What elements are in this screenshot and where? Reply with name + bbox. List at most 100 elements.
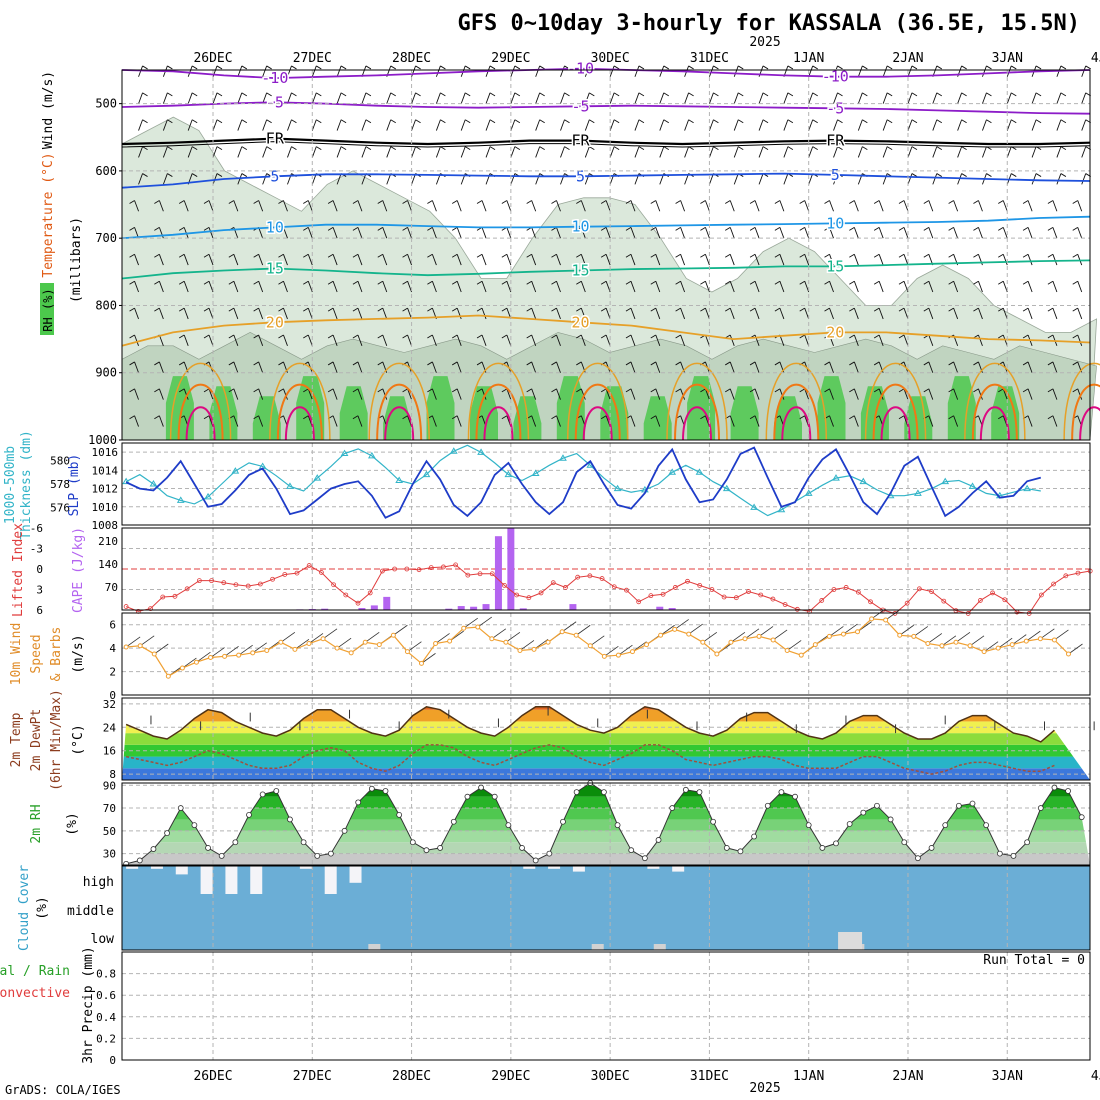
pressure-tick: 800 (95, 298, 117, 312)
wind-barb-flag (476, 253, 483, 258)
wind-barb-flag (464, 146, 471, 151)
wind-barb (634, 146, 640, 158)
wind-barb (386, 119, 392, 131)
rh2m-axis-label: 2m RH (29, 804, 44, 843)
wind10-barb (575, 624, 591, 636)
wind10-marker (193, 659, 199, 665)
wind-barb (1027, 227, 1033, 239)
wind-barb-flag (1011, 92, 1017, 97)
wind-barb (332, 200, 338, 212)
panel-frame (121, 69, 1091, 441)
wind-barb-flag (291, 65, 297, 70)
wind-barb (510, 146, 516, 158)
wind-barb-flag (352, 361, 359, 366)
wind-barb-flag (526, 200, 532, 204)
rh-band (122, 842, 1090, 854)
wind-barb-flag (576, 361, 582, 366)
wind-barb (332, 388, 338, 400)
slp-axis-label: SLP (mb) (67, 454, 82, 517)
wind10-marker (770, 637, 776, 643)
wind-barb (481, 200, 487, 212)
wind-barb (283, 388, 288, 400)
wind-barb-flag (862, 119, 868, 124)
wind-barb-flag (898, 415, 905, 420)
wind-barb-flag (402, 388, 408, 393)
rh-marker (546, 850, 553, 857)
wind-barb-flag (464, 65, 471, 70)
wind-barb-flag (526, 307, 532, 312)
wind-barb-flag (663, 119, 670, 124)
wind10-barb (238, 644, 253, 656)
wind-barb-flag (327, 280, 334, 285)
lifted-index-marker (270, 576, 275, 582)
wind-barb (978, 388, 983, 400)
wind-barb-flag (725, 200, 731, 204)
wind10-marker (123, 644, 129, 650)
rh-marker (751, 833, 757, 840)
rh-marker (491, 793, 498, 800)
wind-barb-flag (749, 280, 756, 285)
wind-barb-flag (849, 253, 855, 258)
wind-barb (531, 281, 537, 293)
wind-barb (311, 146, 317, 158)
wind-barb-flag (191, 92, 198, 97)
rh-tick: 50 (103, 825, 116, 838)
day-label-bottom: 28DEC (392, 1069, 431, 1084)
wind-barb (456, 200, 462, 212)
rh-marker (969, 800, 976, 807)
wind-barb (833, 65, 838, 77)
wind-barb (953, 361, 959, 373)
lifted-index-marker (563, 585, 568, 590)
wind-barb (634, 65, 640, 77)
lifted-index-marker (648, 593, 654, 599)
wind-barb-flag (1047, 200, 1054, 204)
wind10-tick: 0 (109, 689, 116, 702)
wind-barb (481, 307, 487, 320)
thickness-marker (367, 451, 376, 459)
wind-barb (1077, 307, 1083, 320)
wind-barb (829, 388, 834, 400)
wind10-barb (744, 628, 760, 640)
wind-barb (237, 92, 243, 104)
lifted-index-marker (843, 585, 849, 590)
wind-barb-flag (799, 253, 805, 258)
wind-barb (630, 415, 636, 427)
temp-contour-20 (121, 314, 1091, 347)
wind-barb (733, 146, 739, 158)
wind-barb-flag (551, 415, 557, 420)
wind10-barb (829, 626, 844, 637)
wind10-marker (812, 642, 818, 648)
wind10-marker (883, 617, 889, 623)
wind-barb-flag (576, 200, 582, 204)
wind-barb-flag (898, 334, 905, 339)
li-tick: 3 (36, 584, 43, 597)
rh-marker (915, 855, 921, 862)
cape-bar (482, 604, 490, 610)
wind-barb (1002, 307, 1008, 320)
wind-barb-flag (762, 92, 769, 97)
wind-barb-flag (352, 415, 359, 420)
wind-barb (535, 146, 541, 158)
rh-band (122, 830, 1090, 843)
wind-barb (829, 415, 834, 427)
surface-temp-contour-20 (964, 362, 1026, 441)
wind-barb-flag (749, 415, 756, 420)
lifted-index-marker (1075, 570, 1081, 576)
wind-barb (630, 281, 636, 293)
wind-barb (431, 334, 437, 346)
cloud-high-bar (349, 866, 362, 883)
wind10-barb (871, 608, 886, 620)
wind-barb (456, 415, 462, 427)
wind-barb (655, 361, 661, 373)
wind-barb-flag (738, 65, 744, 70)
year-label-top: 2025 (749, 35, 780, 50)
thickness-marker (313, 474, 322, 481)
wind-barb (833, 146, 838, 158)
cape-bar (519, 608, 527, 610)
wind10-marker (573, 632, 579, 638)
wind-barb-flag (749, 307, 756, 312)
wind-barb-flag (948, 226, 954, 231)
wind-barb (258, 227, 264, 239)
wind-barb (311, 119, 317, 131)
